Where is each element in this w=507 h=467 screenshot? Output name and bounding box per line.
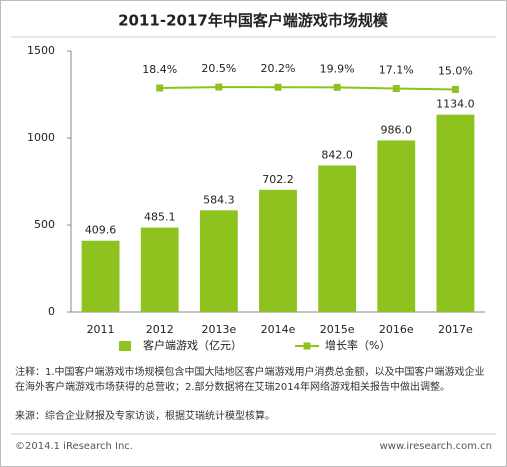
growth-label: 18.4% (142, 63, 177, 76)
growth-marker (215, 83, 223, 91)
legend-label: 客户端游戏（亿元） (143, 338, 242, 352)
x-tick-label: 2016e (379, 323, 414, 336)
notes: 注释：1.中国客户端游戏市场规模包含中国大陆地区客户端游戏用户消费总金额，以及中… (15, 367, 485, 393)
bar (377, 140, 416, 312)
legend-swatch (303, 342, 311, 350)
bar-label: 986.0 (381, 123, 413, 136)
growth-label: 20.2% (261, 62, 296, 75)
bar (259, 189, 297, 312)
bar (140, 227, 179, 312)
bar-label: 485.1 (144, 211, 176, 224)
growth-line (159, 86, 456, 91)
bar (199, 210, 238, 312)
growth-label: 15.0% (438, 64, 473, 77)
growth-label: 20.5% (201, 62, 236, 75)
x-tick-label: 2011 (87, 323, 115, 336)
growth-marker (274, 83, 282, 91)
copyright: ©2014.1 iResearch Inc. (15, 441, 133, 452)
growth-marker (451, 85, 459, 93)
source: 来源：综合企业财报及专家访谈，根据艾瑞统计模型核算。 (15, 411, 275, 422)
bar-label: 702.2 (262, 173, 294, 186)
growth-marker (392, 85, 400, 93)
bar-label: 842.0 (321, 148, 353, 161)
bar-label: 1134.0 (436, 98, 475, 111)
y-tick-label: 1000 (27, 131, 55, 144)
x-tick-label: 2012 (146, 323, 174, 336)
y-tick-label: 0 (48, 305, 55, 318)
bar (318, 165, 357, 312)
bar (81, 240, 120, 312)
growth-label: 17.1% (379, 64, 414, 77)
x-tick-label: 2015e (320, 323, 355, 336)
x-tick-label: 2017e (438, 323, 473, 336)
bar-label: 409.6 (85, 224, 117, 237)
chart-title: 2011-2017年中国客户端游戏市场规模 (118, 12, 389, 30)
bar-label: 584.3 (203, 193, 235, 206)
website: www.iresearch.com.cn (379, 441, 492, 452)
x-tick-label: 2013e (201, 323, 236, 336)
growth-label: 19.9% (320, 62, 355, 75)
x-tick-label: 2014e (261, 323, 296, 336)
y-tick-label: 1500 (27, 44, 55, 57)
growth-marker (333, 83, 341, 91)
bar (436, 114, 475, 313)
y-tick-label: 500 (34, 218, 55, 231)
legend-swatch (119, 341, 131, 351)
growth-marker (156, 84, 164, 92)
legend-label: 增长率（%） (325, 338, 390, 352)
